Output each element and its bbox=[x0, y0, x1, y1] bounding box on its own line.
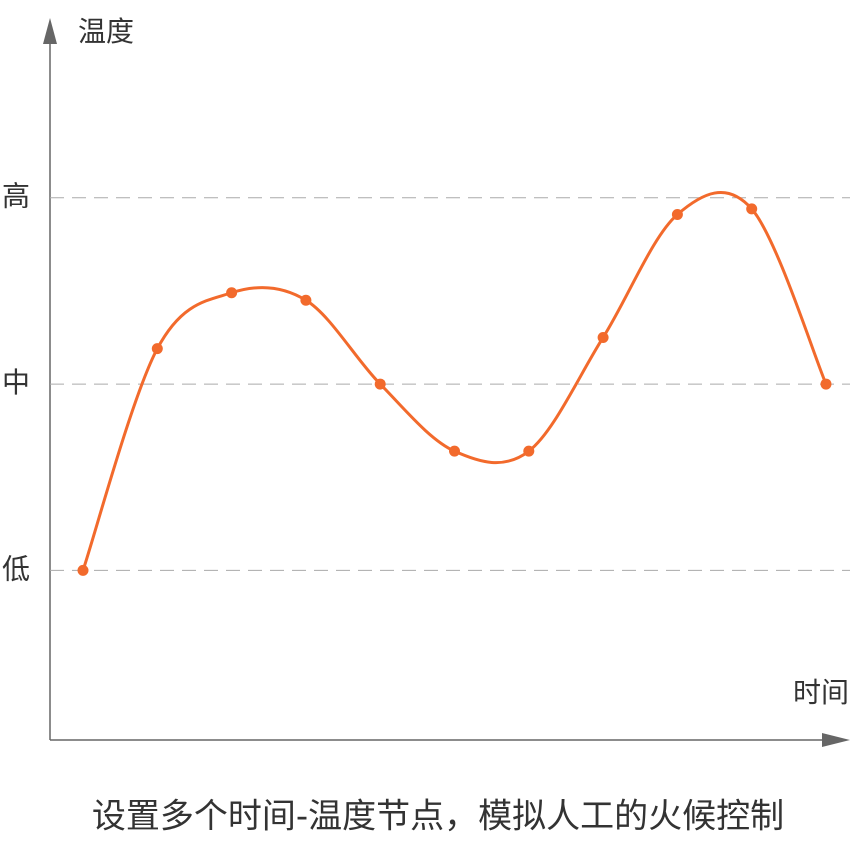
point bbox=[597, 331, 609, 343]
point bbox=[151, 343, 163, 355]
point bbox=[300, 294, 312, 306]
y-tick-label: 中 bbox=[2, 366, 30, 399]
y-tick-label: 低 bbox=[2, 552, 30, 585]
y-axis-title: 温度 bbox=[78, 15, 134, 48]
point bbox=[449, 445, 460, 457]
point bbox=[523, 445, 535, 457]
x-axis-arrow bbox=[822, 733, 850, 747]
point bbox=[77, 564, 89, 576]
point bbox=[374, 378, 386, 390]
point bbox=[671, 208, 683, 220]
point bbox=[820, 378, 832, 390]
point bbox=[746, 203, 758, 215]
y-tick-label: 高 bbox=[2, 180, 30, 213]
line bbox=[81, 190, 828, 571]
point bbox=[226, 287, 238, 299]
caption: 设置多个时间-温度节点，模拟人工的火候控制 bbox=[92, 797, 784, 837]
y-axis-arrow bbox=[43, 18, 57, 44]
x-axis-title: 时间 bbox=[793, 676, 849, 709]
